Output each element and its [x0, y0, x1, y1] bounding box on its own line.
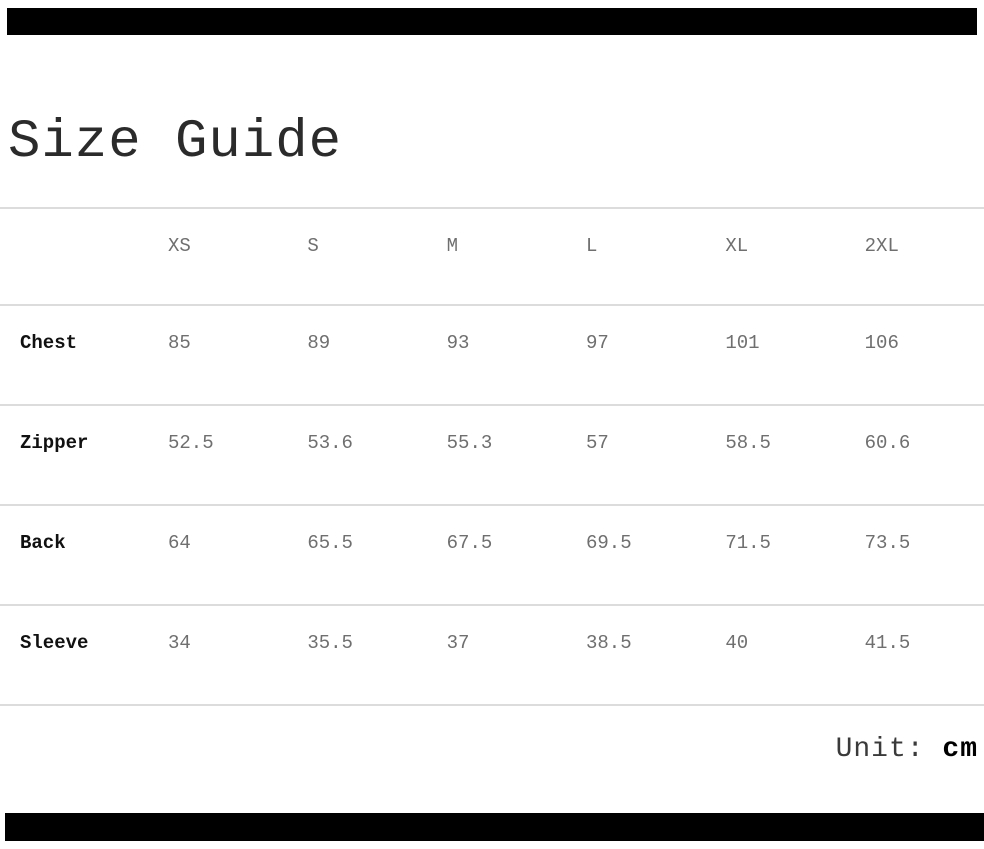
cell-chest-xs: 85: [148, 305, 288, 406]
cell-zipper-s: 53.6: [287, 405, 427, 506]
cell-chest-xl: 101: [705, 305, 845, 406]
top-banner: [7, 8, 977, 35]
cell-zipper-xl: 58.5: [705, 405, 845, 506]
row-label-back: Back: [0, 505, 148, 606]
size-guide-section: Size Guide XS S M L XL 2XL Chest 85 89 9…: [0, 35, 984, 765]
size-table: XS S M L XL 2XL Chest 85 89 93 97 101 10…: [0, 207, 984, 706]
unit-value: cm: [942, 734, 978, 765]
column-header-xl: XL: [705, 208, 845, 306]
column-header-m: M: [426, 208, 566, 306]
cell-sleeve-2xl: 41.5: [844, 605, 984, 706]
column-header-2xl: 2XL: [844, 208, 984, 306]
column-header-xs: XS: [148, 208, 288, 306]
row-label-chest: Chest: [0, 305, 148, 406]
table-row-zipper: Zipper 52.5 53.6 55.3 57 58.5 60.6: [0, 405, 984, 506]
cell-chest-l: 97: [565, 305, 706, 406]
cell-back-2xl: 73.5: [844, 505, 984, 606]
cell-chest-m: 93: [426, 305, 566, 406]
cell-back-xl: 71.5: [705, 505, 845, 606]
unit-note: Unit: cm: [0, 734, 984, 765]
row-label-sleeve: Sleeve: [0, 605, 148, 706]
cell-back-s: 65.5: [287, 505, 427, 606]
table-row-sleeve: Sleeve 34 35.5 37 38.5 40 41.5: [0, 605, 984, 706]
column-header-blank: [0, 208, 148, 306]
column-header-l: L: [565, 208, 706, 306]
table-row-chest: Chest 85 89 93 97 101 106: [0, 305, 984, 406]
cell-zipper-l: 57: [565, 405, 706, 506]
table-header-row: XS S M L XL 2XL: [0, 208, 984, 306]
cell-back-xs: 64: [148, 505, 288, 606]
cell-zipper-2xl: 60.6: [844, 405, 984, 506]
cell-chest-2xl: 106: [844, 305, 984, 406]
column-header-s: S: [287, 208, 427, 306]
bottom-banner: [5, 813, 984, 841]
cell-sleeve-m: 37: [426, 605, 566, 706]
cell-sleeve-s: 35.5: [287, 605, 427, 706]
cell-back-l: 69.5: [565, 505, 706, 606]
cell-sleeve-l: 38.5: [565, 605, 706, 706]
cell-sleeve-xs: 34: [148, 605, 288, 706]
cell-zipper-m: 55.3: [426, 405, 566, 506]
cell-zipper-xs: 52.5: [148, 405, 288, 506]
cell-sleeve-xl: 40: [705, 605, 845, 706]
page-title: Size Guide: [8, 112, 343, 173]
cell-back-m: 67.5: [426, 505, 566, 606]
cell-chest-s: 89: [287, 305, 427, 406]
table-row-back: Back 64 65.5 67.5 69.5 71.5 73.5: [0, 505, 984, 606]
row-label-zipper: Zipper: [0, 405, 148, 506]
unit-label: Unit:: [835, 734, 925, 765]
